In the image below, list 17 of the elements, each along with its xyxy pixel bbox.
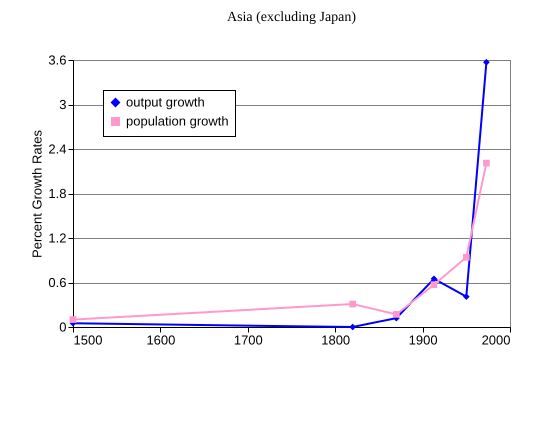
x-tick-label: 1800 (321, 332, 350, 348)
legend-label: population growth (126, 114, 229, 128)
y-tick-label: 2.4 (48, 142, 66, 156)
chart-title: Asia (excluding Japan) (226, 10, 356, 25)
y-tick-label: 1.8 (48, 186, 66, 201)
x-tick-label: 1700 (234, 332, 263, 348)
legend-label: output growth (126, 94, 205, 110)
x-tick-label: 2000 (482, 332, 510, 348)
y-tick-label: 0.6 (48, 275, 66, 290)
x-tick-label: 1600 (146, 332, 176, 348)
y-axis-title: Percent Growth Rates (29, 130, 44, 258)
y-tick-label: 3 (59, 97, 66, 112)
y-tick-label: 0 (59, 320, 66, 334)
x-tick-label: 1500 (74, 332, 102, 348)
y-tick-label: 1.2 (48, 230, 66, 246)
y-tick-label: 3.6 (48, 52, 66, 68)
x-tick-label: 1900 (408, 332, 438, 348)
